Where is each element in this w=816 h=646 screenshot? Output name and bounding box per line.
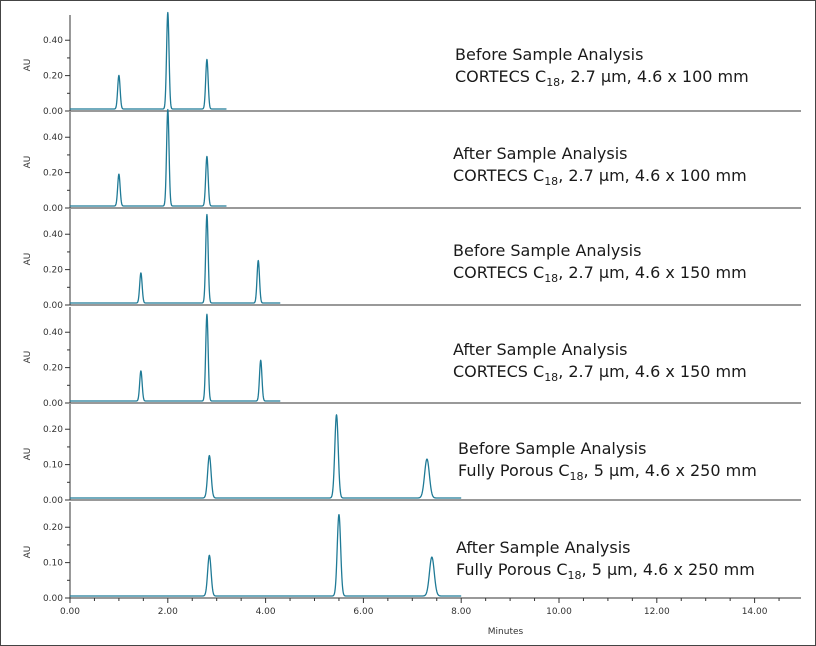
column-spec: , 5 µm, 4.6 x 250 mm [582, 560, 755, 579]
x-tick-label: 6.00 [353, 607, 373, 617]
column-spec: , 2.7 µm, 4.6 x 100 mm [558, 166, 747, 185]
column-name: Fully Porous C [456, 560, 568, 579]
y-axis-label: AU [23, 156, 33, 169]
chromatogram-trace [69, 513, 462, 597]
y-tick-label: 0.20 [43, 364, 63, 374]
y-axis-label: AU [23, 448, 33, 461]
panel-caption-column: Fully Porous C18, 5 µm, 4.6 x 250 mm [456, 560, 755, 582]
y-tick-label: 0.00 [43, 496, 63, 506]
y-tick-label: 0.00 [43, 107, 63, 117]
x-axis: 0.00 2.00 4.00 6.00 8.00 10.00 12.00 14.00 Minut… [60, 598, 780, 637]
column-subscript: 18 [568, 569, 582, 582]
chromatogram-trace [69, 313, 281, 402]
y-tick-label: 0.10 [43, 559, 63, 569]
y-tick-label: 0.00 [43, 204, 63, 214]
x-axis-title: Minutes [488, 627, 524, 637]
y-tick-label: 0.20 [43, 523, 63, 533]
y-tick-label: 0.20 [43, 266, 63, 276]
column-subscript: 18 [544, 371, 558, 384]
y-axis-label: AU [23, 351, 33, 364]
column-subscript: 18 [570, 470, 584, 483]
column-name: CORTECS C [453, 263, 544, 282]
chromatogram-trace [69, 11, 227, 110]
chromatogram-trace [69, 108, 227, 207]
column-name: CORTECS C [453, 362, 544, 381]
y-tick-label: 0.00 [43, 399, 63, 409]
panel-caption-title: Before Sample Analysis [453, 241, 641, 260]
y-tick-label: 0.40 [43, 230, 63, 240]
panel-caption-column: CORTECS C18, 2.7 µm, 4.6 x 150 mm [453, 362, 747, 384]
column-name: Fully Porous C [458, 461, 570, 480]
y-tick-label: 0.40 [43, 328, 63, 338]
chromatogram-trace [69, 414, 462, 499]
panels-layer: 0.00 0.20 0.40 AU Before Sample Analysis CORT… [23, 11, 801, 604]
y-tick-label: 0.40 [43, 133, 63, 143]
y-tick-label: 0.10 [43, 461, 63, 471]
chromatogram-trace [69, 213, 281, 304]
column-spec: , 2.7 µm, 4.6 x 100 mm [560, 67, 749, 86]
y-axis-label: AU [23, 59, 33, 72]
y-axis-label: AU [23, 546, 33, 559]
column-name: CORTECS C [453, 166, 544, 185]
panel-caption-column: Fully Porous C18, 5 µm, 4.6 x 250 mm [458, 461, 757, 483]
x-tick-label: 14.00 [742, 607, 768, 617]
column-spec: , 2.7 µm, 4.6 x 150 mm [558, 362, 747, 381]
x-tick-label: 0.00 [60, 607, 80, 617]
column-subscript: 18 [544, 175, 558, 188]
x-tick-label: 12.00 [644, 607, 670, 617]
y-tick-label: 0.20 [43, 425, 63, 435]
x-tick-label: 2.00 [158, 607, 178, 617]
panel-caption-title: After Sample Analysis [453, 340, 628, 359]
x-tick-label: 8.00 [451, 607, 471, 617]
column-spec: , 2.7 µm, 4.6 x 150 mm [558, 263, 747, 282]
x-tick-label: 10.00 [546, 607, 572, 617]
y-tick-label: 0.20 [43, 72, 63, 82]
y-tick-label: 0.00 [43, 301, 63, 311]
panel-caption-title: Before Sample Analysis [455, 45, 643, 64]
column-spec: , 5 µm, 4.6 x 250 mm [584, 461, 757, 480]
panel-caption-title: After Sample Analysis [453, 144, 628, 163]
panel-caption-title: Before Sample Analysis [458, 439, 646, 458]
y-tick-label: 0.00 [43, 594, 63, 604]
chromatogram-panel-2: 0.00 0.20 0.40 AU After Sample Analysis CORTE… [23, 108, 801, 214]
panel-caption-column: CORTECS C18, 2.7 µm, 4.6 x 100 mm [453, 166, 747, 188]
chromatogram-panel-5: 0.00 0.10 0.20 AU Before Sample Analysis Full… [23, 404, 801, 506]
chromatogram-panel-3: 0.00 0.20 0.40 AU Before Sample Analysis CORT… [23, 209, 801, 311]
y-tick-label: 0.40 [43, 36, 63, 46]
x-tick-label: 4.00 [256, 607, 276, 617]
y-axis-label: AU [23, 253, 33, 266]
chromatogram-panel-4: 0.00 0.20 0.40 AU After Sample Analysis CORTE… [23, 307, 801, 409]
column-subscript: 18 [546, 76, 560, 89]
panel-caption-column: CORTECS C18, 2.7 µm, 4.6 x 100 mm [455, 67, 749, 89]
column-name: CORTECS C [455, 67, 546, 86]
chromatogram-panel-1: 0.00 0.20 0.40 AU Before Sample Analysis CORT… [23, 11, 801, 117]
chromatogram-panel-6: 0.00 0.10 0.20 AU After Sample Analysis Fully… [23, 502, 801, 604]
panel-caption-column: CORTECS C18, 2.7 µm, 4.6 x 150 mm [453, 263, 747, 285]
y-tick-label: 0.20 [43, 169, 63, 179]
column-subscript: 18 [544, 272, 558, 285]
panel-caption-title: After Sample Analysis [456, 538, 631, 557]
